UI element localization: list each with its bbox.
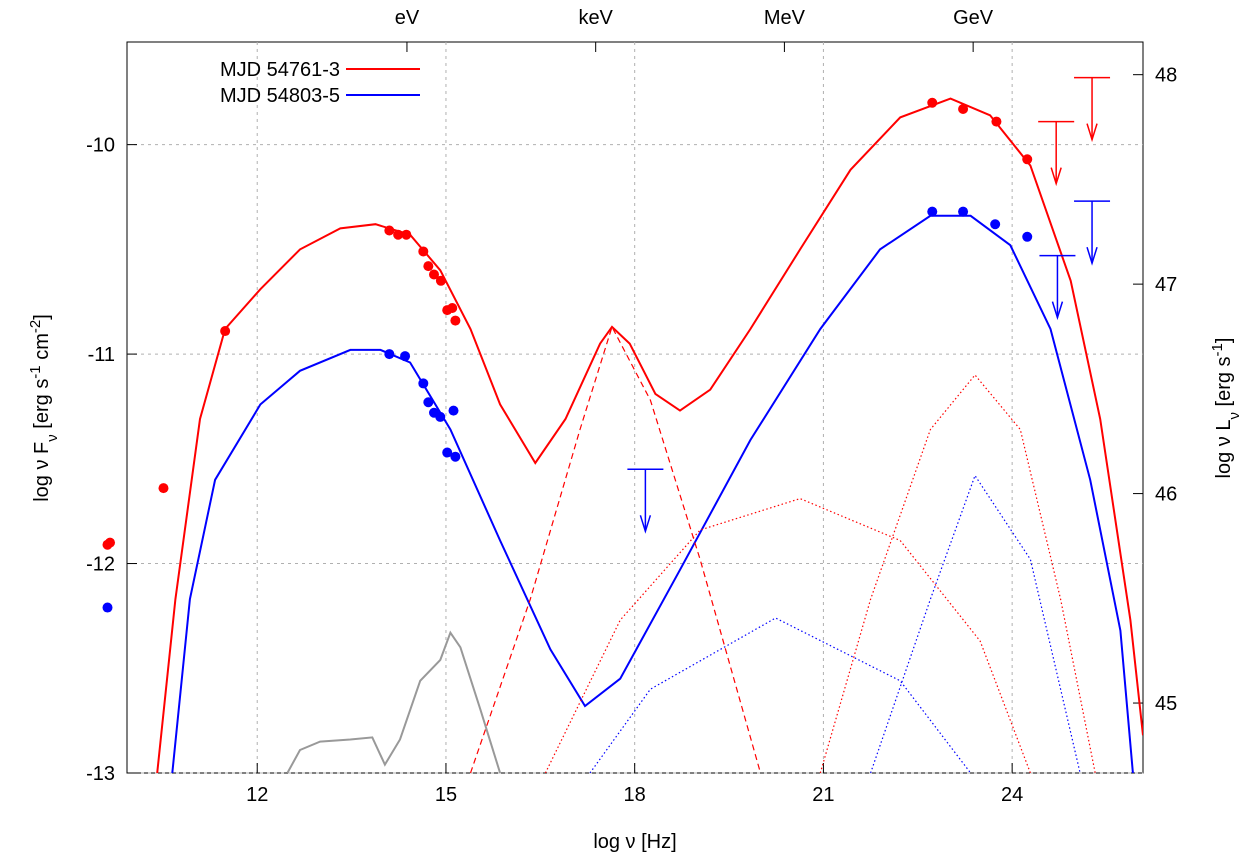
x-tick-label: 12: [246, 784, 268, 806]
data-point: [158, 483, 169, 494]
label-part: log ν L: [1213, 420, 1235, 479]
model-curve: [286, 630, 502, 773]
label-part: ]: [1213, 338, 1235, 344]
y2-tick-label: 45: [1155, 693, 1177, 715]
y-tick-label: -10: [86, 135, 115, 157]
data-point: [423, 397, 434, 408]
upper-limit: [1038, 120, 1075, 187]
data-point: [1022, 231, 1033, 242]
upper-limit: [1074, 76, 1111, 143]
data-point: [448, 405, 459, 416]
upper-limit-arrow: [639, 515, 652, 534]
data-point: [442, 447, 453, 458]
data-point: [447, 303, 458, 314]
y-axis-label: log ν Fν [erg s-1 cm-2]: [27, 314, 61, 502]
data-point: [384, 349, 395, 360]
x2-tick-label: MeV: [764, 7, 806, 29]
label-part: [erg s: [31, 379, 53, 435]
data-point: [220, 326, 231, 337]
label-part: ]: [31, 314, 53, 320]
data-point: [418, 246, 429, 257]
x2-tick-label: GeV: [953, 7, 994, 29]
data-point: [102, 602, 113, 613]
data-point: [1022, 154, 1033, 165]
data-point: [429, 269, 440, 280]
legend-label: MJD 54803-5: [220, 85, 340, 107]
x2-tick-label: eV: [395, 7, 420, 29]
y-tick-label: -11: [88, 344, 115, 366]
label-part: -2: [27, 320, 44, 333]
x-tick-label: 24: [1001, 784, 1023, 806]
model-curve: [171, 214, 1134, 773]
label-part: -1: [1209, 343, 1226, 356]
data-point: [927, 97, 938, 108]
upper-limit: [627, 468, 664, 534]
data-point: [435, 275, 446, 286]
y-tick-label: -12: [86, 554, 115, 576]
data-point: [401, 229, 412, 240]
label-part: -1: [27, 365, 44, 378]
model-curve: [589, 617, 972, 773]
y2-axis-label: log ν Lν [erg s-1]: [1209, 338, 1243, 479]
data-point: [105, 537, 116, 548]
model-curve: [544, 497, 1031, 773]
upper-limit: [1074, 200, 1111, 266]
y2-tick-label: 47: [1155, 274, 1177, 296]
legend-label: MJD 54761-3: [220, 59, 340, 81]
model-curve: [819, 374, 1096, 773]
data-point: [393, 229, 404, 240]
model-curve: [870, 474, 1081, 773]
data-point: [450, 315, 461, 326]
data-point: [927, 206, 938, 217]
upper-limit-arrow: [1051, 301, 1064, 321]
label-part: cm: [31, 333, 53, 365]
label-part: [erg s: [1213, 356, 1235, 412]
data-point: [384, 225, 395, 236]
label-part: log ν F: [31, 442, 53, 502]
upper-limit-arrow: [1050, 167, 1062, 187]
data-point: [435, 411, 446, 422]
model-curve: [469, 325, 762, 773]
model-curve: [156, 97, 1143, 773]
data-point: [418, 378, 429, 389]
label-part: ν: [44, 434, 61, 442]
data-point: [958, 206, 969, 217]
y-tick-label: -13: [86, 763, 115, 785]
data-point: [991, 116, 1002, 127]
x-tick-label: 21: [812, 784, 834, 806]
data-point: [450, 451, 461, 462]
upper-limit-arrow: [1086, 246, 1098, 266]
data-point: [958, 104, 969, 115]
y2-tick-label: 48: [1155, 65, 1177, 87]
data-point: [990, 219, 1001, 230]
data-point: [400, 351, 411, 362]
x2-tick-label: keV: [578, 7, 613, 29]
upper-limit-arrow: [1086, 123, 1098, 143]
data-point: [423, 261, 434, 272]
y2-tick-label: 46: [1155, 484, 1177, 506]
x-tick-label: 18: [624, 784, 646, 806]
x-tick-label: 15: [435, 784, 457, 806]
upper-limit: [1039, 254, 1076, 321]
x-axis-label: log ν [Hz]: [593, 831, 676, 853]
label-part: ν: [1226, 412, 1243, 420]
